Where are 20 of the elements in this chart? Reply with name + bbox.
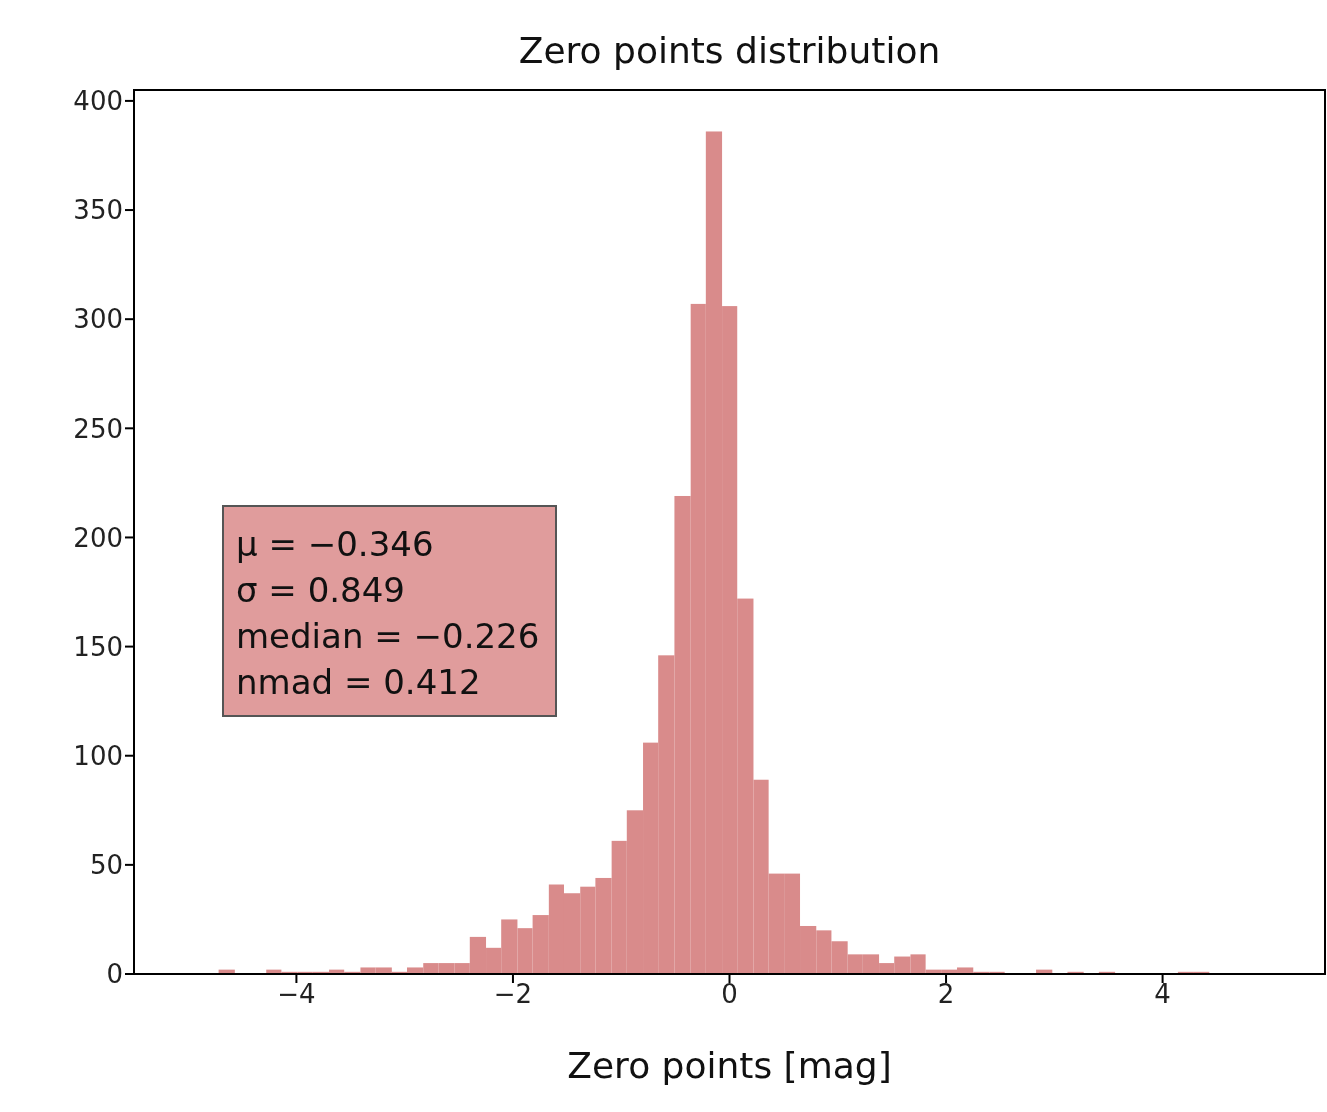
y-tick-label: 250	[73, 413, 123, 444]
x-tick-label: −4	[277, 979, 316, 1010]
y-tick-label: 300	[73, 304, 123, 335]
annotation: μ = −0.346	[236, 523, 435, 566]
x-tick-label: 4	[1154, 979, 1171, 1010]
x-tick-label: 2	[937, 979, 955, 1010]
x-tick-label: −2	[493, 979, 533, 1010]
annotation: nmad = 0.412	[236, 661, 482, 704]
y-tick-label: 0	[106, 959, 123, 990]
chart-title: Zero points distribution	[517, 30, 942, 71]
y-tick-label: 150	[73, 631, 123, 662]
annotation: median = −0.226	[236, 615, 540, 658]
y-tick-label: 100	[73, 740, 123, 771]
y-tick-label: 200	[73, 522, 123, 553]
y-tick-label: 350	[73, 195, 123, 226]
x-axis-title: Zero points [mag]	[567, 1045, 892, 1086]
y-tick-label: 50	[89, 850, 123, 881]
x-tick-label: 0	[721, 979, 738, 1010]
annotation: σ = 0.849	[236, 569, 406, 612]
y-tick-label: 400	[73, 86, 123, 117]
